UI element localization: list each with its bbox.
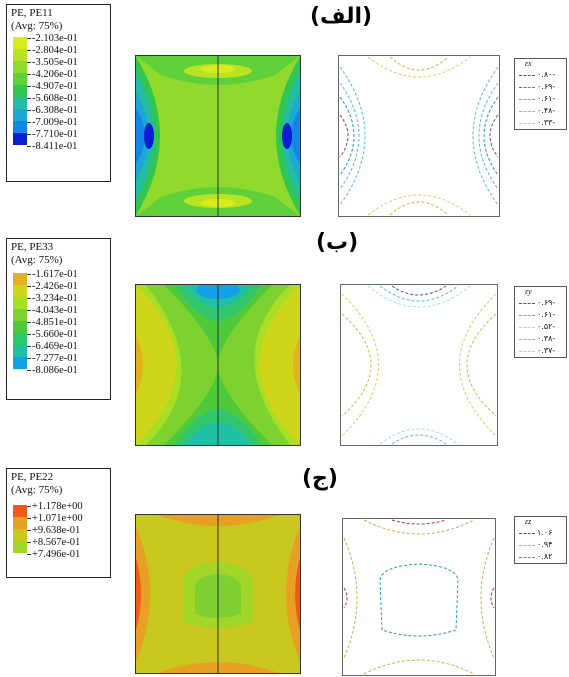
contour-lines-ex (338, 55, 500, 217)
legend-swatch (13, 121, 27, 133)
legend-level: -5.660e-01 (27, 329, 78, 340)
contour-plot-pe11 (135, 55, 301, 217)
legend-title: PE, PE33 (11, 241, 54, 253)
panel-title: (ب) (316, 230, 359, 255)
contour-plot-pe33 (135, 284, 301, 446)
line-legend-entry: ۰.۶۹- (515, 297, 566, 309)
legend-swatch (13, 517, 27, 529)
legend-swatch (13, 309, 27, 321)
panel-title: (الف) (310, 4, 373, 29)
legend-swatch (13, 505, 27, 517)
line-legend: εz ۱.۰۶ ۰.۹۴ ۰.۸۲ (514, 516, 567, 564)
legend-level: -6.308e-01 (27, 105, 78, 116)
legend-level: +7.496e-01 (26, 549, 81, 560)
legend-swatch (13, 37, 27, 49)
legend-swatch (13, 321, 27, 333)
legend-swatch (13, 333, 27, 345)
legend-swatch (13, 541, 27, 553)
line-legend-entry: ۰.۴۸- (515, 105, 566, 117)
legend-level: -7.277e-01 (27, 353, 78, 364)
line-legend-entry: ۰.۹۴ (515, 539, 566, 551)
line-legend: εy ۰.۶۹- ۰.۶۱- ۰.۵۲- ۰.۳۸- ۰.۳۷- (514, 286, 567, 358)
legend-level: -8.411e-01 (26, 141, 78, 152)
legend-scale: -1.617e-01 -2.426e-01 -3.234e-01 -4.043e… (7, 269, 110, 399)
legend-level: -1.617e-01 (27, 269, 78, 280)
legend-level: -8.086e-01 (27, 365, 78, 376)
legend-swatch (13, 73, 27, 85)
legend-level: -4.907e-01 (27, 81, 78, 92)
legend-level: -3.505e-01 (27, 57, 78, 68)
legend-swatch (13, 49, 27, 61)
panel-pe33: (ب) PE, PE33 (Avg: 75%) -1.617e-01 -2.42… (0, 226, 569, 451)
legend-swatch (13, 529, 27, 541)
legend-level: -6.469e-01 (27, 341, 78, 352)
legend-level: -2.103e-01 (27, 33, 78, 44)
legend-level: +8.567e-01 (26, 537, 81, 548)
legend-level: +1.071e+00 (27, 513, 83, 524)
color-legend: PE, PE33 (Avg: 75%) -1.617e-01 -2.426e-0… (6, 238, 111, 400)
line-legend-entry: ۱.۰۶ (515, 527, 566, 539)
line-legend-entry: ۰.۳۷- (515, 345, 566, 357)
legend-swatch (13, 85, 27, 97)
legend-level: -7.009e-01 (27, 117, 78, 128)
legend-swatch (13, 109, 27, 121)
line-legend-title: εz (525, 517, 532, 526)
legend-level: -7.710e-01 (27, 129, 78, 140)
legend-level: -2.804e-01 (27, 45, 78, 56)
panel-pe11: (الف) PE, PE11 (Avg: 75%) -2.103e-01 -2.… (0, 0, 569, 225)
legend-title: PE, PE22 (11, 471, 54, 483)
color-legend: PE, PE11 (Avg: 75%) -2.103e-01 -2.804e-0… (6, 4, 111, 182)
line-legend-entry: ۰.۸۰- (515, 69, 566, 81)
legend-swatch (13, 285, 27, 297)
legend-subtitle: (Avg: 75%) (11, 484, 63, 496)
line-legend-title: εy (525, 287, 532, 296)
legend-swatch (13, 297, 27, 309)
legend-swatch (13, 345, 27, 357)
line-legend-entry: ۰.۶۹- (515, 81, 566, 93)
legend-swatch (13, 61, 27, 73)
legend-scale: -2.103e-01 -2.804e-01 -3.505e-01 -4.206e… (7, 33, 110, 177)
legend-swatch (13, 273, 27, 285)
panel-title: (ج) (302, 466, 338, 491)
legend-level: -4.851e-01 (27, 317, 78, 328)
color-legend: PE, PE22 (Avg: 75%) +1.178e+00 +1.071e+0… (6, 468, 111, 578)
contour-lines-ez (342, 518, 496, 676)
line-legend: εx ۰.۸۰- ۰.۶۹- ۰.۶۱- ۰.۴۸- ۰.۳۳- (514, 58, 567, 130)
legend-title: PE, PE11 (11, 7, 53, 19)
legend-level: -2.426e-01 (27, 281, 78, 292)
legend-scale: +1.178e+00 +1.071e+00 +9.638e-01 +8.567e… (7, 501, 110, 577)
panel-pe22: (ج) PE, PE22 (Avg: 75%) +1.178e+00 +1.07… (0, 452, 569, 677)
legend-swatch (13, 133, 27, 145)
contour-lines-ey (340, 284, 498, 446)
legend-subtitle: (Avg: 75%) (11, 20, 63, 32)
legend-level: -4.206e-01 (27, 69, 78, 80)
legend-swatch (13, 97, 27, 109)
legend-level: +9.638e-01 (26, 525, 81, 536)
legend-swatch (13, 357, 27, 369)
line-legend-entry: ۰.۳۸- (515, 333, 566, 345)
legend-level: -4.043e-01 (27, 305, 78, 316)
line-legend-entry: ۰.۶۱- (515, 309, 566, 321)
legend-level: -3.234e-01 (27, 293, 78, 304)
legend-level: -5.608e-01 (27, 93, 78, 104)
legend-subtitle: (Avg: 75%) (11, 254, 63, 266)
line-legend-entry: ۰.۸۲ (515, 551, 566, 563)
contour-plot-pe22 (135, 514, 301, 674)
legend-level: +1.178e+00 (27, 501, 83, 512)
line-legend-entry: ۰.۶۱- (515, 93, 566, 105)
line-legend-entry: ۰.۵۲- (515, 321, 566, 333)
line-legend-entry: ۰.۳۳- (515, 117, 566, 129)
line-legend-title: εx (525, 59, 532, 68)
